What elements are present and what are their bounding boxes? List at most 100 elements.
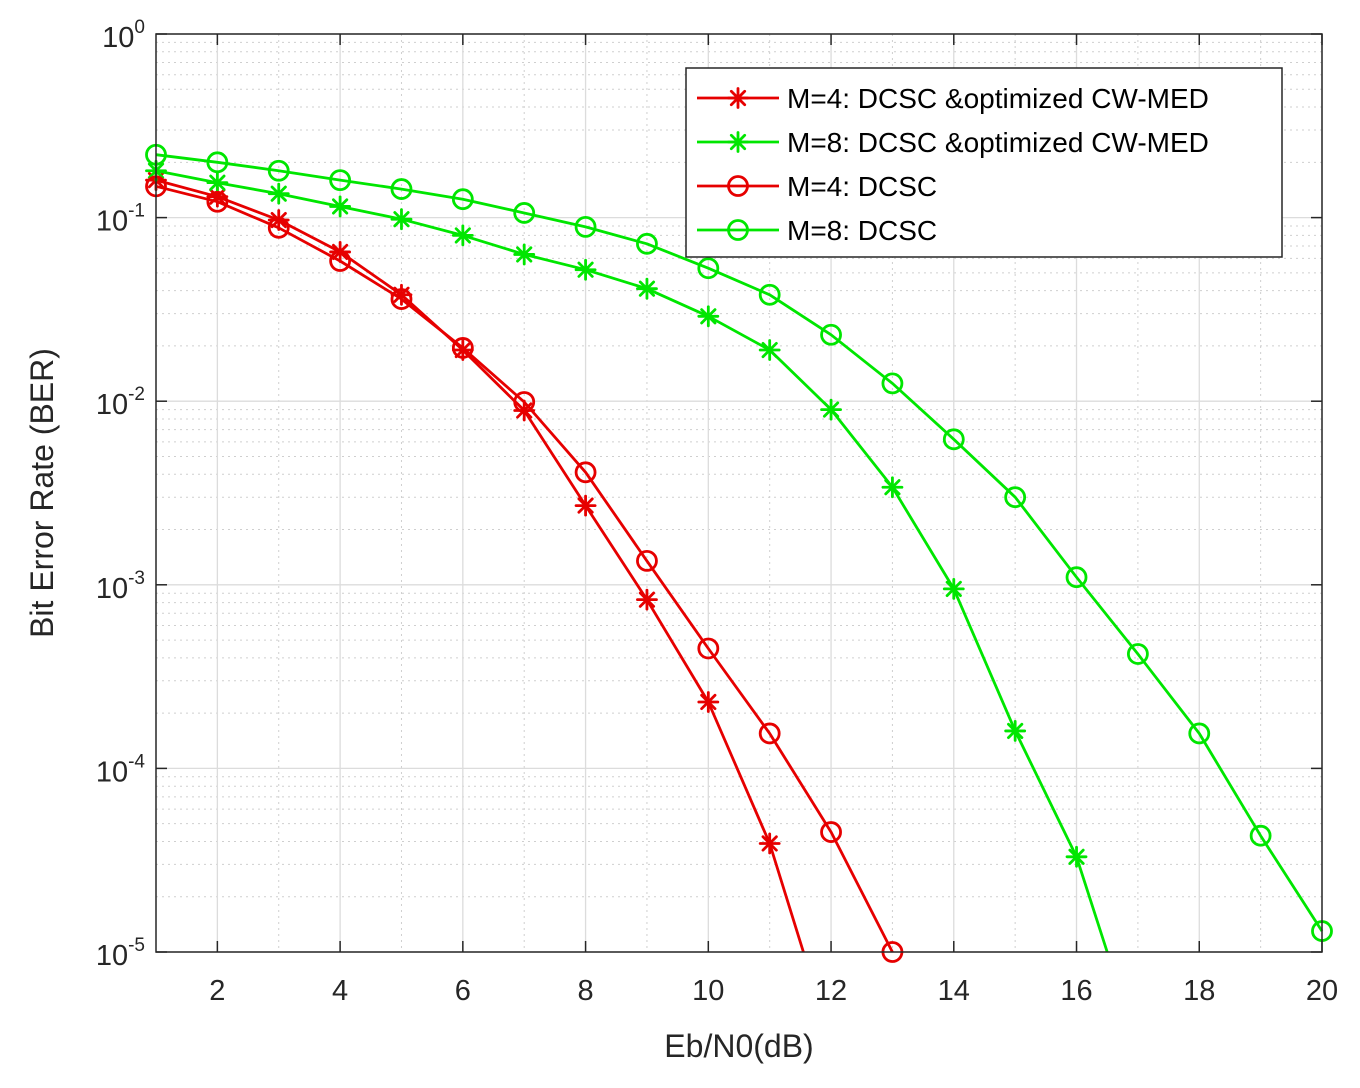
legend-marker bbox=[727, 219, 749, 241]
series-layer bbox=[145, 143, 1333, 963]
data-point bbox=[574, 494, 597, 517]
data-point bbox=[390, 288, 413, 310]
y-tick-base: 10 bbox=[96, 756, 128, 788]
series-line bbox=[155, 178, 805, 953]
asterisk-stroke bbox=[454, 341, 471, 359]
x-tick-label: 18 bbox=[1183, 975, 1215, 1007]
asterisk-stroke bbox=[209, 174, 226, 191]
legend: M=4: DCSC &optimized CW-MED M=8: DCSC &op… bbox=[685, 67, 1283, 258]
data-point bbox=[206, 151, 229, 174]
y-tick-label: 10-4 bbox=[96, 751, 146, 788]
y-tick-label: 10-2 bbox=[96, 384, 145, 421]
series-4 bbox=[145, 143, 1333, 942]
data-point bbox=[942, 577, 965, 600]
data-point bbox=[697, 305, 720, 328]
x-tick-label: 20 bbox=[1306, 975, 1338, 1007]
data-point bbox=[1065, 845, 1088, 868]
data-point bbox=[1065, 566, 1088, 589]
y-tick-exponent: -1 bbox=[128, 201, 145, 222]
series-2 bbox=[145, 159, 1109, 953]
y-tick-label: 100 bbox=[102, 17, 145, 54]
asterisk-stroke bbox=[454, 227, 471, 244]
data-point bbox=[329, 169, 352, 192]
data-point bbox=[1249, 824, 1272, 847]
x-tick-label: 6 bbox=[455, 975, 471, 1007]
data-point bbox=[267, 216, 290, 239]
data-point bbox=[697, 257, 720, 280]
data-point bbox=[513, 243, 536, 266]
x-tick-label: 4 bbox=[332, 975, 348, 1007]
y-tick-exponent: -3 bbox=[128, 568, 145, 589]
legend-item: M=8: DCSC bbox=[697, 215, 937, 246]
asterisk-stroke bbox=[700, 693, 717, 711]
asterisk-stroke bbox=[638, 591, 656, 608]
legend-label: M=8: DCSC bbox=[787, 215, 937, 246]
asterisk-stroke bbox=[761, 835, 778, 852]
data-point bbox=[820, 398, 842, 421]
data-point bbox=[820, 323, 842, 346]
data-point bbox=[206, 190, 229, 213]
asterisk-stroke bbox=[700, 308, 717, 325]
legend-label: M=4: DCSC bbox=[787, 171, 937, 202]
data-point bbox=[636, 277, 658, 300]
asterisk-stroke bbox=[945, 580, 962, 597]
y-tick-exponent: -4 bbox=[128, 751, 145, 772]
data-point bbox=[329, 195, 352, 218]
data-point bbox=[451, 337, 474, 359]
legend-marker bbox=[727, 87, 749, 109]
y-tick-label: 10-3 bbox=[96, 568, 145, 605]
data-point bbox=[1126, 643, 1149, 665]
asterisk-stroke bbox=[638, 280, 656, 297]
legend-label: M=4: DCSC &optimized CW-MED bbox=[787, 83, 1209, 114]
y-tick-label: 10-5 bbox=[96, 935, 145, 972]
legend-box bbox=[685, 67, 1283, 258]
x-tick-label: 12 bbox=[815, 975, 847, 1007]
asterisk-stroke bbox=[516, 246, 533, 263]
y-tick-base: 10 bbox=[96, 389, 128, 421]
legend-label: M=8: DCSC &optimized CW-MED bbox=[787, 127, 1209, 158]
y-tick-base: 10 bbox=[96, 573, 128, 605]
y-tick-label: 10-1 bbox=[96, 201, 145, 238]
data-point bbox=[1188, 722, 1211, 745]
x-tick-label: 16 bbox=[1060, 975, 1092, 1007]
data-point bbox=[758, 722, 781, 745]
legend-item: M=4: DCSC bbox=[697, 171, 937, 202]
data-point bbox=[758, 283, 781, 306]
data-point bbox=[636, 588, 658, 611]
y-tick-exponent: -5 bbox=[128, 935, 145, 956]
data-point bbox=[451, 188, 474, 211]
data-point bbox=[267, 182, 290, 205]
data-point bbox=[513, 202, 536, 224]
data-point bbox=[1004, 720, 1027, 742]
asterisk-stroke bbox=[577, 261, 594, 278]
x-tick-label: 10 bbox=[692, 975, 724, 1007]
asterisk-stroke bbox=[729, 89, 747, 107]
data-point bbox=[636, 232, 658, 255]
data-point bbox=[881, 372, 904, 395]
x-tick-label: 14 bbox=[938, 975, 970, 1007]
asterisk-stroke bbox=[393, 211, 410, 228]
legend-item: M=8: DCSC &optimized CW-MED bbox=[697, 127, 1209, 158]
data-point bbox=[574, 215, 597, 238]
asterisk-stroke bbox=[332, 198, 349, 215]
data-point bbox=[758, 339, 781, 361]
legend-marker bbox=[727, 131, 749, 153]
plot-frame bbox=[155, 33, 1323, 953]
data-point bbox=[1004, 486, 1027, 509]
data-point bbox=[636, 549, 658, 572]
asterisk-stroke bbox=[1007, 722, 1024, 740]
data-point bbox=[574, 258, 597, 281]
y-tick-base: 10 bbox=[96, 940, 128, 972]
x-axis-label: Eb/N0(dB) bbox=[664, 1028, 813, 1064]
data-point bbox=[267, 159, 290, 182]
x-tick-label: 8 bbox=[578, 975, 594, 1007]
data-point bbox=[390, 208, 413, 231]
y-tick-exponent: 0 bbox=[134, 17, 145, 38]
data-point bbox=[758, 832, 781, 855]
legend-item: M=4: DCSC &optimized CW-MED bbox=[697, 83, 1209, 114]
data-point bbox=[513, 391, 536, 413]
asterisk-stroke bbox=[761, 341, 778, 359]
asterisk-stroke bbox=[729, 133, 747, 151]
